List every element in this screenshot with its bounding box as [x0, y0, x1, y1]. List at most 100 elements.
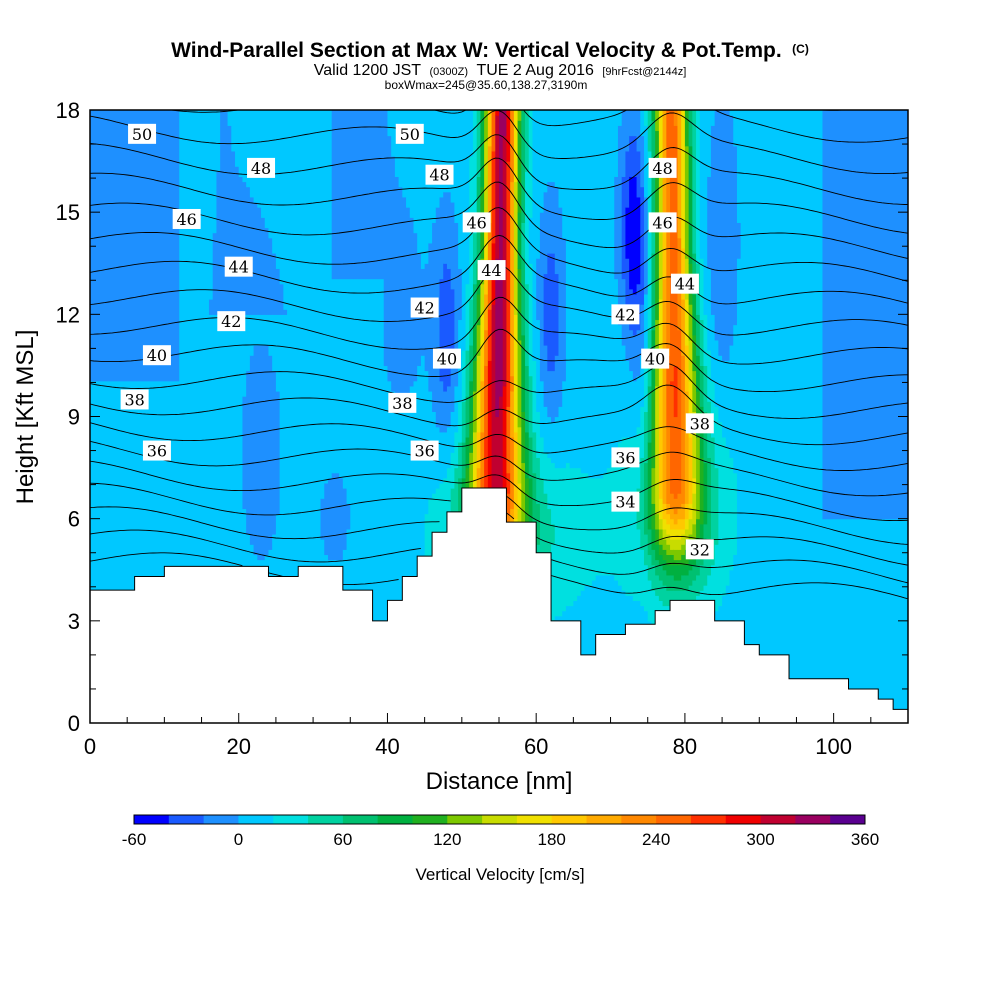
pot-temp-contour [90, 181, 908, 259]
colorbar-tick-label: 120 [433, 830, 461, 849]
colorbar-frame [133, 814, 866, 825]
contour-label-text: 46 [652, 213, 672, 232]
contour-label: 46 [172, 208, 201, 229]
colorbar-segment [551, 815, 588, 824]
colorbar-segment [412, 815, 448, 824]
contour-label-text: 40 [147, 346, 167, 365]
colorbar-segment [690, 815, 727, 824]
colorbar-segment [447, 815, 483, 824]
chart-title-mark: (C) [792, 42, 809, 56]
contour-label-text: 44 [229, 258, 249, 277]
colorbar-segment [621, 815, 657, 824]
y-tick-label: 6 [68, 507, 80, 532]
pot-temp-contour [814, 110, 852, 111]
contour-label-text: 50 [132, 125, 152, 144]
contour-label-text: 36 [414, 442, 434, 461]
x-tick-label: 60 [524, 734, 548, 759]
pot-temp-contour [90, 460, 908, 522]
x-axis: 0 20 40 60 80 100 [84, 713, 909, 759]
plot-area [90, 110, 908, 723]
y-tick-label: 18 [56, 98, 80, 123]
chart-title-group: Wind-Parallel Section at Max W: Vertical… [171, 39, 809, 62]
colorbar-segment [308, 815, 344, 824]
contour-label-text: 42 [414, 299, 434, 318]
contour-label: 44 [477, 260, 506, 281]
pot-temp-contour [90, 422, 908, 471]
contour-label: 44 [224, 256, 253, 277]
colorbar-tick-label: 0 [234, 830, 243, 849]
x-tick-label: 40 [375, 734, 399, 759]
colorbar-tick-label: 180 [538, 830, 566, 849]
colorbar-segment [586, 815, 622, 824]
contour-label-text: 40 [437, 350, 457, 369]
contour-label: 48 [425, 164, 454, 185]
colorbar-tick-label: 60 [333, 830, 352, 849]
colorbar-segment [377, 815, 413, 824]
subtitle-valid: Valid 1200 JST [314, 62, 422, 79]
contour-label-text: 50 [400, 125, 420, 144]
contour-label: 36 [410, 440, 439, 461]
contour-label: 44 [670, 273, 699, 294]
contour-label: 40 [432, 348, 461, 369]
colorbar-segment [516, 815, 553, 824]
colorbar-segment [168, 815, 205, 824]
colorbar-segment [482, 815, 518, 824]
pot-temp-contour [90, 482, 908, 545]
y-tick-label: 12 [56, 302, 80, 327]
contour-label-text: 38 [392, 394, 412, 413]
pot-temp-contour [90, 328, 908, 393]
contour-label-text: 46 [176, 210, 196, 229]
colorbar-segment [830, 815, 866, 824]
chart-subtitle-group: Valid 1200 JST (0300Z) TUE 2 Aug 2016 [9… [314, 62, 687, 79]
contour-label: 48 [648, 157, 677, 178]
contour-label-text: 48 [652, 159, 672, 178]
pot-temp-contour [90, 529, 908, 584]
subtitle-date: TUE 2 Aug 2016 [476, 62, 594, 79]
contour-label: 40 [142, 345, 171, 366]
y-tick-label: 15 [56, 200, 80, 225]
contour-label-text: 44 [481, 261, 501, 280]
colorbar-segment [203, 815, 239, 824]
contour-label-text: 46 [467, 213, 487, 232]
y-tick-label: 3 [68, 609, 80, 634]
pot-temp-contour [90, 363, 908, 419]
contour-label: 36 [611, 447, 640, 468]
contour-label-text: 48 [251, 159, 271, 178]
colorbar-segment [725, 815, 762, 824]
colorbar-segment [273, 815, 309, 824]
y-tick-label: 9 [68, 405, 80, 430]
y-tick-label: 0 [68, 711, 80, 736]
subtitle-utc: (0300Z) [429, 66, 468, 78]
contour-label: 40 [641, 348, 670, 369]
terrain [90, 487, 908, 723]
contour-label: 36 [142, 440, 171, 461]
pot-temp-contour [90, 384, 908, 446]
contour-label-text: 36 [147, 442, 167, 461]
contour-label-text: 42 [615, 305, 635, 324]
x-tick-label: 100 [815, 734, 852, 759]
pot-temp-contour [90, 157, 908, 234]
x-tick-label: 20 [226, 734, 250, 759]
colorbar-segment [795, 815, 831, 824]
pot-temp-contour [90, 440, 908, 497]
contour-label-text: 32 [690, 540, 710, 559]
subtitle-forecast: [9hrFcst@2144z] [602, 66, 686, 78]
chart-title: Wind-Parallel Section at Max W: Vertical… [171, 39, 782, 62]
colorbar: -60 0 60 120 180 240 300 360 [122, 814, 879, 849]
colorbar-segment [238, 815, 274, 824]
contour-label: 42 [410, 297, 439, 318]
terrain-profile [90, 487, 908, 723]
contour-label: 38 [685, 413, 714, 434]
contour-label: 50 [395, 123, 424, 144]
colorbar-tick-label: 360 [851, 830, 879, 849]
contour-label: 42 [217, 311, 246, 332]
x-axis-label: Distance [nm] [426, 768, 573, 795]
contour-label-text: 48 [429, 166, 449, 185]
contour-label-text: 38 [124, 390, 144, 409]
contour-label-text: 44 [675, 275, 695, 294]
contour-label: 38 [388, 392, 417, 413]
colorbar-segment [342, 815, 379, 824]
contour-label: 46 [648, 212, 677, 233]
contour-label-text: 42 [221, 312, 241, 331]
